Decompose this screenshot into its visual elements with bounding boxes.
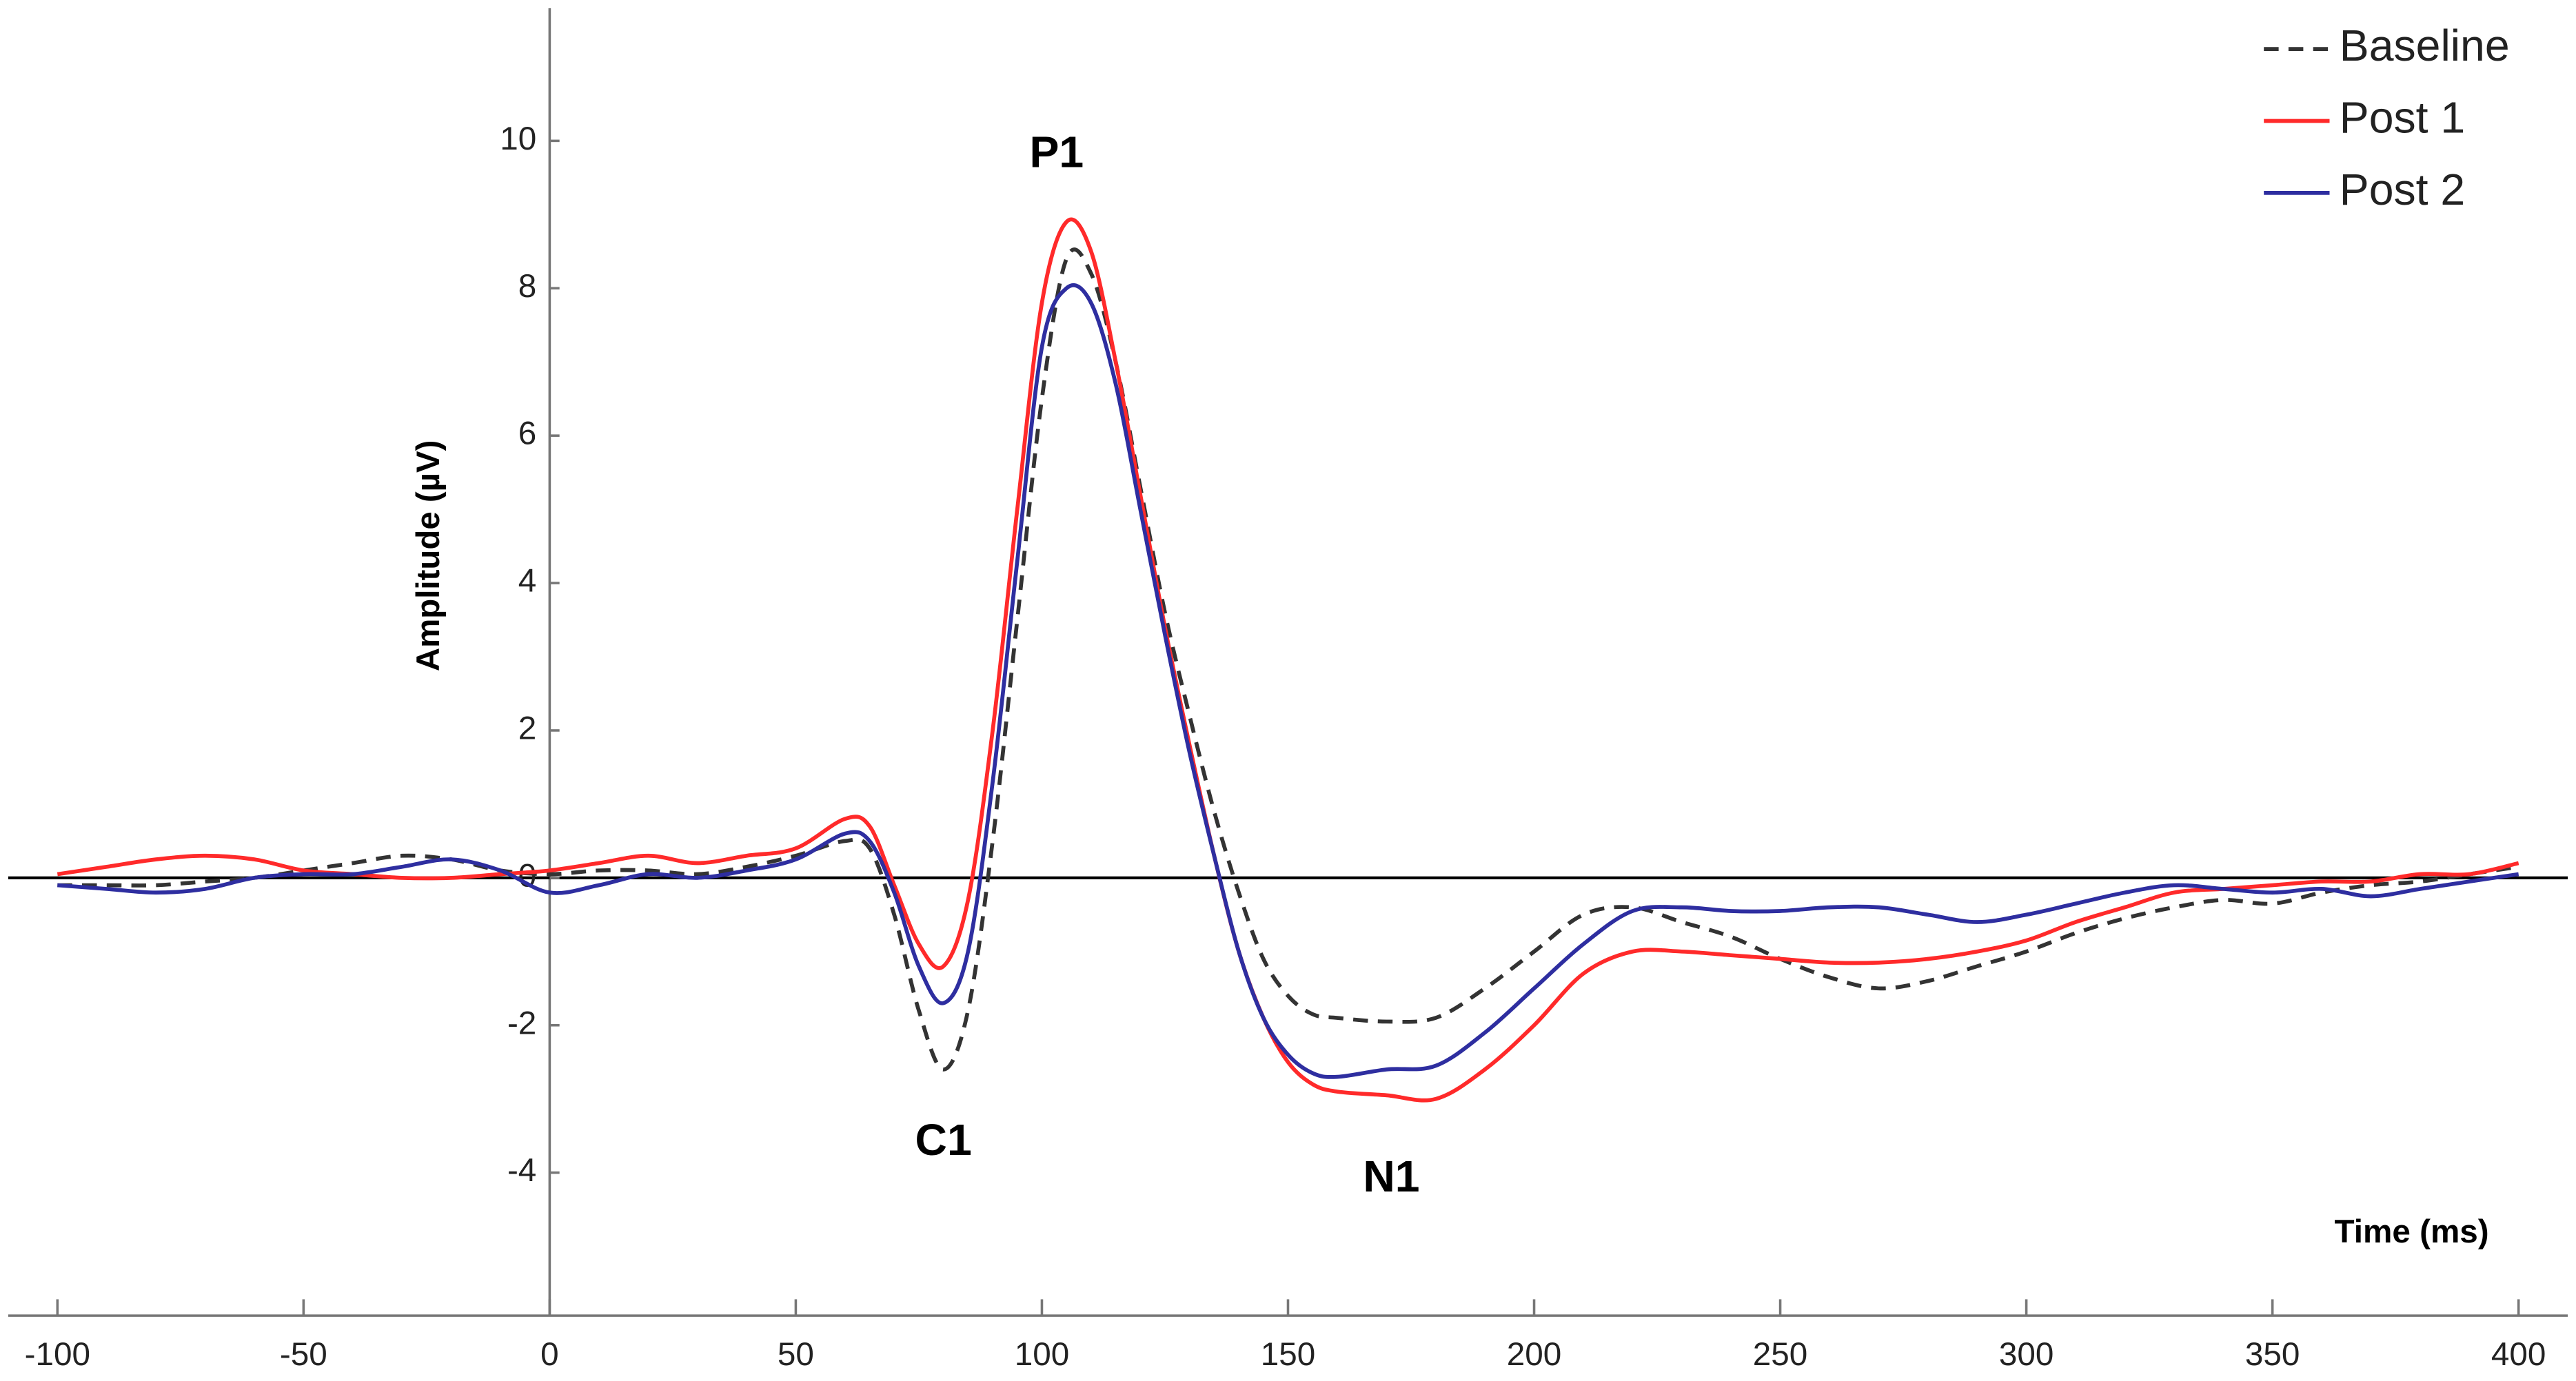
x-tick-label: 250	[1753, 1336, 1808, 1373]
x-axis-label: Time (ms)	[2334, 1214, 2488, 1250]
x-tick-label: -50	[280, 1336, 327, 1373]
y-tick-label: 4	[518, 563, 537, 600]
y-tick-label: 6	[518, 416, 537, 452]
legend-label: Baseline	[2340, 21, 2510, 70]
x-tick-label: -100	[25, 1336, 90, 1373]
x-tick-label: 50	[778, 1336, 814, 1373]
y-tick-label: 2	[518, 710, 537, 747]
x-tick-label: 150	[1261, 1336, 1316, 1373]
x-tick-label: 200	[1507, 1336, 1562, 1373]
peak-label: C1	[915, 1115, 972, 1165]
y-tick-label: -4	[507, 1152, 536, 1189]
peak-label: P1	[1030, 127, 1084, 177]
y-tick-label: 8	[518, 268, 537, 305]
series-line	[57, 283, 2519, 1079]
x-tick-label: 0	[540, 1336, 559, 1373]
x-tick-label: 350	[2245, 1336, 2300, 1373]
x-tick-label: 400	[2491, 1336, 2546, 1373]
y-tick-label: -2	[507, 1005, 536, 1041]
y-axis-label: Amplitude (µV)	[410, 440, 447, 672]
x-tick-label: 100	[1015, 1336, 1070, 1373]
peak-label: N1	[1363, 1152, 1419, 1201]
x-tick-label: 300	[1999, 1336, 2054, 1373]
legend-label: Post 1	[2340, 93, 2465, 143]
legend-label: Post 2	[2340, 165, 2465, 214]
y-tick-label: 10	[500, 121, 536, 157]
